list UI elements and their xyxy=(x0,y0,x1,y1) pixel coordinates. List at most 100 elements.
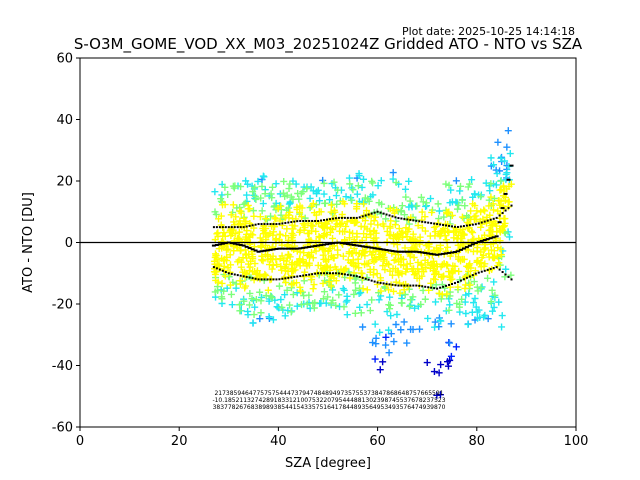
upper-sigma-marker xyxy=(462,225,465,228)
x-axis: 0 20 40 60 80 100 xyxy=(76,427,588,449)
data-point xyxy=(424,259,432,267)
data-point xyxy=(274,204,282,212)
data-point xyxy=(340,303,348,311)
data-point xyxy=(422,202,430,210)
data-point xyxy=(390,240,398,248)
data-point xyxy=(382,341,390,349)
lower-sigma-marker xyxy=(370,279,373,282)
lower-sigma-marker xyxy=(456,281,459,284)
data-point xyxy=(371,320,379,328)
data-point xyxy=(471,295,479,303)
data-point xyxy=(248,295,256,303)
data-point xyxy=(310,281,318,289)
data-point xyxy=(296,255,304,263)
data-point xyxy=(505,198,513,206)
data-point xyxy=(369,179,377,187)
upper-sigma-marker xyxy=(451,225,453,228)
data-point xyxy=(405,177,413,185)
median-marker xyxy=(313,245,318,248)
upper-sigma-marker xyxy=(412,219,415,222)
median-marker xyxy=(408,250,413,253)
upper-sigma-marker xyxy=(221,226,224,229)
data-point xyxy=(481,207,489,215)
data-point xyxy=(322,255,330,263)
data-point xyxy=(397,326,405,334)
median-marker xyxy=(411,250,416,253)
data-point xyxy=(263,216,271,224)
lower-sigma-marker xyxy=(462,278,465,281)
data-point xyxy=(296,226,304,234)
data-point xyxy=(284,250,292,258)
data-point xyxy=(260,173,268,181)
data-point xyxy=(452,177,460,185)
upper-sigma-marker xyxy=(349,216,352,219)
lower-sigma-marker xyxy=(474,272,477,275)
median-marker xyxy=(402,250,407,253)
data-point xyxy=(269,316,277,324)
data-point xyxy=(421,295,429,303)
data-point xyxy=(330,254,338,262)
data-point xyxy=(422,263,430,271)
data-point xyxy=(474,287,482,295)
data-point xyxy=(328,225,336,233)
data-point xyxy=(363,301,371,309)
median-marker xyxy=(390,249,395,252)
data-point xyxy=(249,188,257,196)
data-point xyxy=(497,177,505,185)
median-marker xyxy=(256,250,261,253)
data-point xyxy=(228,301,236,309)
median-marker xyxy=(262,249,267,252)
data-point xyxy=(346,180,354,188)
data-point xyxy=(470,215,478,223)
median-marker xyxy=(336,241,341,244)
lower-sigma-marker xyxy=(486,268,489,271)
data-point xyxy=(372,234,380,242)
upper-sigma-marker xyxy=(317,219,320,222)
lower-sigma-marker xyxy=(361,276,364,279)
upper-sigma-marker xyxy=(284,221,287,224)
data-point xyxy=(492,181,500,189)
data-point xyxy=(309,254,317,262)
data-point xyxy=(320,179,328,187)
lower-sigma-marker xyxy=(236,274,239,277)
data-point xyxy=(271,214,279,222)
data-point xyxy=(308,276,316,284)
data-point xyxy=(374,182,382,190)
data-point xyxy=(458,196,466,204)
data-point xyxy=(472,303,480,311)
data-point xyxy=(495,298,503,306)
data-point xyxy=(490,161,498,169)
data-point xyxy=(371,355,379,363)
data-point xyxy=(456,182,464,190)
upper-sigma-marker xyxy=(299,219,302,222)
upper-sigma-marker xyxy=(248,224,251,227)
data-point xyxy=(360,175,368,183)
data-point xyxy=(446,339,454,347)
lower-sigma-marker xyxy=(221,269,224,272)
data-point xyxy=(456,187,464,195)
median-marker xyxy=(372,247,377,250)
data-point xyxy=(264,251,272,259)
lower-sigma-marker xyxy=(406,284,409,287)
median-marker xyxy=(375,247,380,250)
data-point xyxy=(221,272,229,280)
data-point xyxy=(211,188,219,196)
upper-sigma-marker xyxy=(453,225,456,228)
plot-date: Plot date: 2025-10-25 14:14:18 xyxy=(402,25,575,38)
median-marker xyxy=(363,245,368,248)
lower-sigma-marker xyxy=(296,275,299,278)
data-point xyxy=(502,265,510,273)
data-point xyxy=(452,343,460,351)
lower-sigma-marker xyxy=(331,272,334,275)
median-marker xyxy=(417,251,422,254)
data-point xyxy=(218,201,226,209)
data-point xyxy=(397,261,405,269)
lower-sigma-marker xyxy=(504,273,507,276)
data-point xyxy=(446,283,454,291)
data-point xyxy=(435,207,443,215)
median-marker xyxy=(506,178,511,181)
data-point xyxy=(372,334,380,342)
data-point xyxy=(283,225,291,233)
data-point xyxy=(403,265,411,273)
data-point xyxy=(416,325,424,333)
